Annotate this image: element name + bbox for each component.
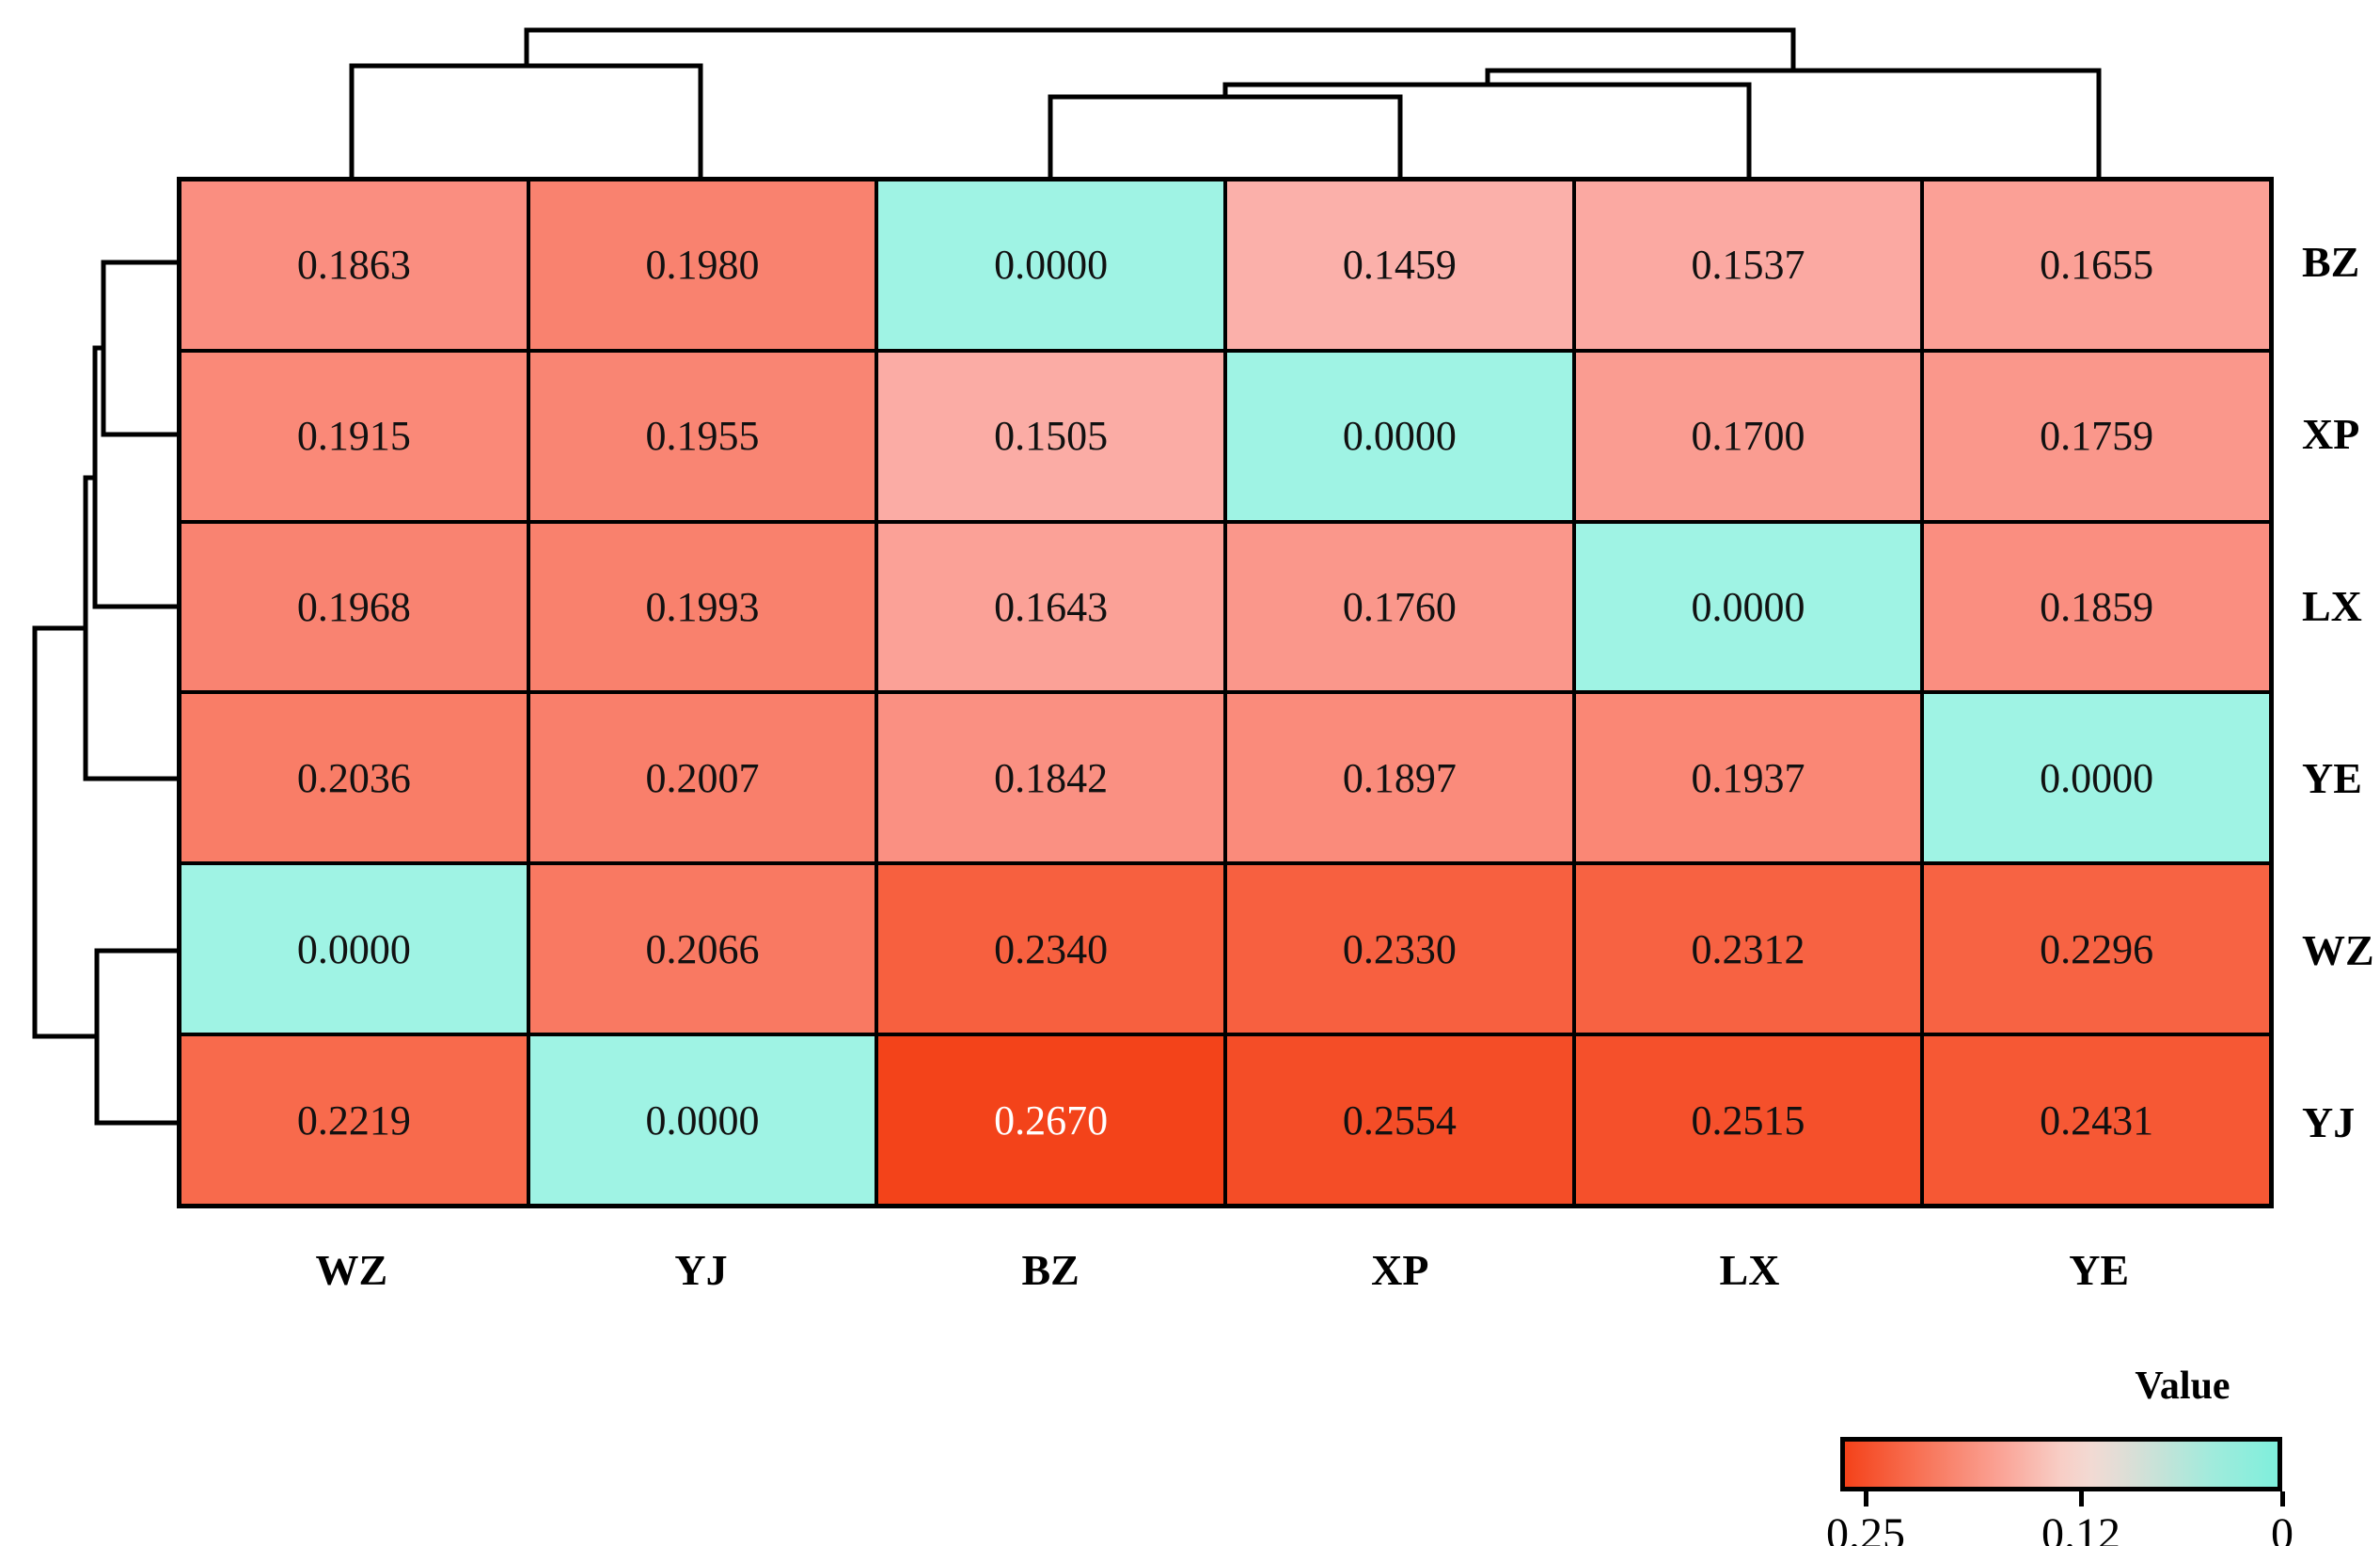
heatmap-cell-WZ-WZ: 0.0000 <box>180 863 528 1035</box>
row-label-WZ: WZ <box>2302 925 2374 974</box>
row-label-YE: YE <box>2302 753 2362 802</box>
heatmap-cell-LX-YJ: 0.1993 <box>528 521 877 693</box>
row-label-LX: LX <box>2302 582 2362 631</box>
heatmap-cell-WZ-BZ: 0.2340 <box>876 863 1225 1035</box>
legend-tick-0.25 <box>1863 1491 1868 1507</box>
heatmap-grid: 0.1863 0.1980 0.0000 0.1459 0.1537 0.1655 0.19… <box>177 177 2274 1208</box>
heatmap-cell-YE-BZ: 0.1842 <box>876 692 1225 864</box>
heatmap-cell-XP-XP: 0.0000 <box>1224 350 1574 522</box>
row-label-BZ: BZ <box>2302 238 2360 287</box>
legend-colorbar <box>1840 1437 2282 1491</box>
heatmap-cell-LX-WZ: 0.1968 <box>180 521 528 693</box>
heatmap-cell-BZ-YJ: 0.1980 <box>528 180 877 351</box>
legend-title: Value <box>2135 1365 2230 1408</box>
heatmap-cell-BZ-WZ: 0.1863 <box>180 180 528 351</box>
heatmap-cell-YE-XP: 0.1897 <box>1224 692 1574 864</box>
heatmap-cell-XP-WZ: 0.1915 <box>180 350 528 522</box>
legend-tick-0 <box>2279 1491 2285 1507</box>
legend-tick-label-0: 0 <box>2271 1509 2293 1546</box>
heatmap-cell-XP-LX: 0.1700 <box>1573 350 1923 522</box>
col-label-LX: LX <box>1719 1246 1780 1294</box>
heatmap-cell-YE-YE: 0.0000 <box>1922 692 2271 864</box>
heatmap-cell-YE-LX: 0.1937 <box>1573 692 1923 864</box>
heatmap-cell-LX-BZ: 0.1643 <box>876 521 1225 693</box>
heatmap-cell-YJ-WZ: 0.2219 <box>180 1034 528 1206</box>
col-label-XP: XP <box>1371 1246 1429 1294</box>
heatmap-cell-LX-XP: 0.1760 <box>1224 521 1574 693</box>
heatmap-cell-YJ-LX: 0.2515 <box>1573 1034 1923 1206</box>
col-label-WZ: WZ <box>315 1246 388 1294</box>
heatmap-cell-BZ-XP: 0.1459 <box>1224 180 1574 351</box>
heatmap-cell-XP-YE: 0.1759 <box>1922 350 2271 522</box>
heatmap-cell-BZ-BZ: 0.0000 <box>876 180 1225 351</box>
col-label-YE: YE <box>2069 1246 2130 1294</box>
heatmap-cell-WZ-YJ: 0.2066 <box>528 863 877 1035</box>
col-label-BZ: BZ <box>1021 1246 1080 1294</box>
heatmap-cell-YJ-YE: 0.2431 <box>1922 1034 2271 1206</box>
heatmap-cell-BZ-YE: 0.1655 <box>1922 180 2271 351</box>
heatmap-cell-BZ-LX: 0.1537 <box>1573 180 1923 351</box>
heatmap-cell-YJ-BZ: 0.2670 <box>876 1034 1225 1206</box>
heatmap-cell-YE-WZ: 0.2036 <box>180 692 528 864</box>
heatmap-cell-YE-YJ: 0.2007 <box>528 692 877 864</box>
heatmap-cell-LX-YE: 0.1859 <box>1922 521 2271 693</box>
legend-tick-label-0.25: 0.25 <box>1826 1509 1905 1546</box>
heatmap-cell-WZ-XP: 0.2330 <box>1224 863 1574 1035</box>
row-label-XP: XP <box>2302 410 2360 459</box>
heatmap-cell-YJ-XP: 0.2554 <box>1224 1034 1574 1206</box>
legend-tick-label-0.12: 0.12 <box>2041 1509 2120 1546</box>
col-label-YJ: YJ <box>674 1246 728 1294</box>
legend-tick-0.12 <box>2078 1491 2084 1507</box>
heatmap-cell-LX-LX: 0.0000 <box>1573 521 1923 693</box>
heatmap-cell-WZ-YE: 0.2296 <box>1922 863 2271 1035</box>
row-label-YJ: YJ <box>2302 1097 2356 1146</box>
heatmap-cell-XP-YJ: 0.1955 <box>528 350 877 522</box>
heatmap-cell-YJ-YJ: 0.0000 <box>528 1034 877 1206</box>
heatmap-cell-XP-BZ: 0.1505 <box>876 350 1225 522</box>
heatmap-cell-WZ-LX: 0.2312 <box>1573 863 1923 1035</box>
